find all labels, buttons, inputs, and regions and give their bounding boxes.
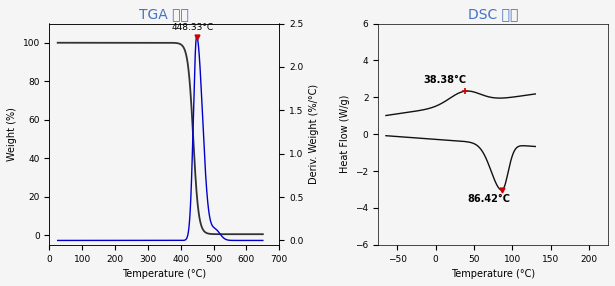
- Text: 38.38°C: 38.38°C: [423, 75, 466, 85]
- Y-axis label: Deriv. Weight (%/°C): Deriv. Weight (%/°C): [309, 84, 319, 184]
- Y-axis label: Weight (%): Weight (%): [7, 107, 17, 161]
- Text: 448.33°C: 448.33°C: [172, 23, 214, 31]
- X-axis label: Temperature (°C): Temperature (°C): [122, 269, 207, 279]
- Title: TGA 분석: TGA 분석: [140, 7, 189, 21]
- Text: 86.42°C: 86.42°C: [467, 194, 510, 204]
- Y-axis label: Heat Flow (W/g): Heat Flow (W/g): [339, 95, 350, 173]
- X-axis label: Temperature (°C): Temperature (°C): [451, 269, 535, 279]
- Title: DSC 분석: DSC 분석: [468, 7, 518, 21]
